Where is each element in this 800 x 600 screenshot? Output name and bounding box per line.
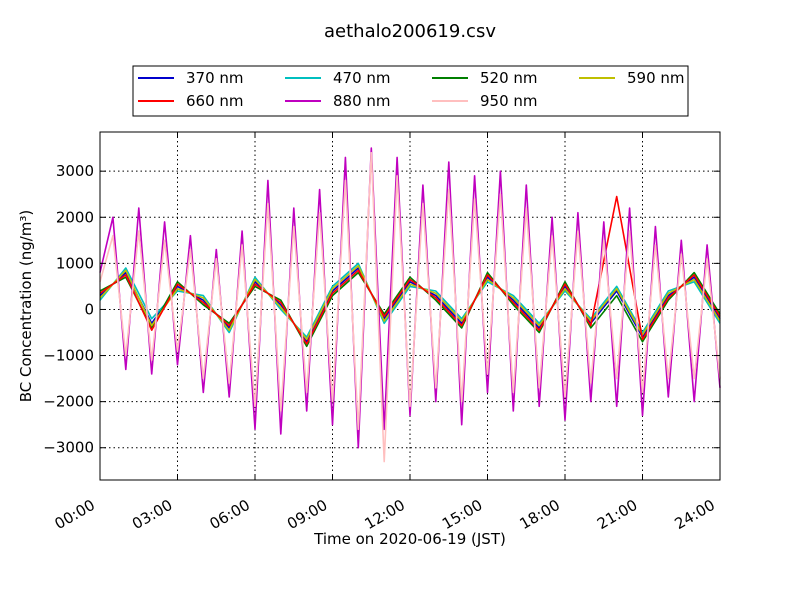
- y-tick-label: 3000: [56, 162, 94, 180]
- y-axis: 3000 2000 1000 0 −1000 −2000 −3000: [43, 162, 720, 457]
- series-line-2: [99, 262, 721, 338]
- series-line-4: [99, 264, 721, 341]
- y-axis-label: BC Concentration (ng/m³): [17, 210, 35, 403]
- series-line-7: [99, 151, 721, 463]
- x-tick-label: 15:00: [439, 496, 485, 533]
- series-line-1: [99, 267, 721, 343]
- legend-frame: [132, 65, 689, 117]
- y-tick-label: 1000: [56, 254, 94, 272]
- legend-label: 470 nm: [333, 69, 391, 87]
- y-tick-label: −2000: [43, 393, 94, 411]
- legend-label: 590 nm: [627, 69, 685, 87]
- legend-label: 660 nm: [186, 92, 244, 110]
- series-group: [99, 147, 721, 463]
- x-tick-label: 09:00: [284, 496, 330, 533]
- x-tick-label: 12:00: [362, 496, 408, 533]
- series-line-3: [99, 271, 721, 348]
- x-tick-label: 03:00: [129, 496, 175, 533]
- x-axis: 00:00 03:00 06:00 09:00 12:00 15:00 18:00 21:00…: [52, 132, 721, 533]
- x-tick-label: 24:00: [672, 496, 718, 533]
- series-line-6: [99, 147, 721, 449]
- y-tick-label: 2000: [56, 208, 94, 226]
- x-tick-label: 06:00: [207, 496, 253, 533]
- legend-label: 520 nm: [480, 69, 538, 87]
- x-tick-label: 00:00: [52, 496, 98, 533]
- legend-label: 950 nm: [480, 92, 538, 110]
- x-tick-label: 21:00: [594, 496, 640, 533]
- legend: 370 nm 470 nm 520 nm 590 nm 660 nm 880 nm 950 …: [132, 65, 689, 117]
- x-tick-label: 18:00: [517, 496, 563, 533]
- y-tick-label: 0: [84, 300, 94, 318]
- legend-label: 880 nm: [333, 92, 391, 110]
- chart-title: aethalo200619.csv: [324, 21, 496, 42]
- legend-label: 370 nm: [186, 69, 244, 87]
- y-tick-label: −3000: [43, 439, 94, 457]
- x-axis-label: Time on 2020-06-19 (JST): [313, 530, 506, 548]
- y-tick-label: −1000: [43, 347, 94, 365]
- series-line-5: [99, 195, 721, 345]
